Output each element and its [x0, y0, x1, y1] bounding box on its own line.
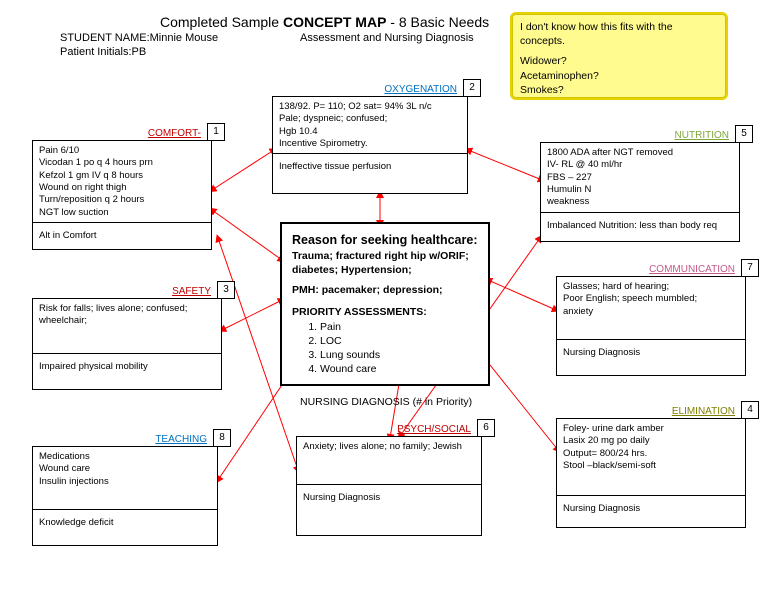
- box-safety: SAFETY 3 Risk for falls; lives alone; co…: [32, 298, 222, 390]
- sticky-note: I don't know how this fits with the conc…: [510, 12, 728, 100]
- heading-oxy: OXYGENATION: [384, 83, 457, 96]
- body-elim: Foley- urine dark amber Lasix 20 mg po d…: [563, 423, 739, 472]
- priority-item: Pain: [320, 320, 478, 334]
- page-title: Completed Sample CONCEPT MAP - 8 Basic N…: [160, 14, 489, 30]
- student-name: STUDENT NAME:Minnie Mouse: [60, 32, 218, 44]
- heading-teach: TEACHING: [155, 433, 207, 446]
- heading-elim: ELIMINATION: [672, 405, 735, 418]
- heading-comm: COMMUNICATION: [649, 263, 735, 276]
- box-communication: COMMUNICATION 7 Glasses; hard of hearing…: [556, 276, 746, 376]
- num-comfort: 1: [207, 123, 225, 141]
- box-nutrition: NUTRITION 5 1800 ADA after NGT removed I…: [540, 142, 740, 242]
- sticky-line: Widower?: [520, 54, 718, 68]
- title-prefix: Completed Sample: [160, 14, 283, 30]
- body-comm: Glasses; hard of hearing; Poor English; …: [563, 281, 739, 318]
- num-safety: 3: [217, 281, 235, 299]
- sticky-line: Smokes?: [520, 83, 718, 97]
- nursing-diagnosis-label: NURSING DIAGNOSIS (# in Priority): [300, 396, 472, 408]
- box-teaching: TEACHING 8 Medications Wound care Insuli…: [32, 446, 218, 546]
- diag-elim: Nursing Diagnosis: [563, 499, 739, 515]
- body-oxy: 138/92. P= 110; O2 sat= 94% 3L n/c Pale;…: [279, 101, 461, 150]
- box-elimination: ELIMINATION 4 Foley- urine dark amber La…: [556, 418, 746, 528]
- diag-psych: Nursing Diagnosis: [303, 488, 475, 504]
- body-comfort: Pain 6/10 Vicodan 1 po q 4 hours prn Kef…: [39, 145, 205, 219]
- num-teach: 8: [213, 429, 231, 447]
- reason-body: Trauma; fractured right hip w/ORIF; diab…: [292, 249, 478, 277]
- heading-safety: SAFETY: [172, 285, 211, 298]
- title-suffix: - 8 Basic Needs: [386, 14, 489, 30]
- diag-teach: Knowledge deficit: [39, 513, 211, 529]
- patient-initials: Patient Initials:PB: [60, 46, 146, 58]
- heading-nutri: NUTRITION: [675, 129, 729, 142]
- body-teach: Medications Wound care Insulin injection…: [39, 451, 211, 488]
- num-nutri: 5: [735, 125, 753, 143]
- box-psych-social: PSYCH/SOCIAL 6 Anxiety; lives alone; no …: [296, 436, 482, 536]
- heading-psych: PSYCH/SOCIAL: [397, 423, 471, 436]
- heading-comfort: COMFORT-: [148, 127, 201, 140]
- num-oxy: 2: [463, 79, 481, 97]
- center-reason-box: Reason for seeking healthcare: Trauma; f…: [280, 222, 490, 386]
- sticky-line: I don't know how this fits with the conc…: [520, 20, 718, 48]
- priority-item: LOC: [320, 334, 478, 348]
- reason-heading: Reason for seeking healthcare:: [292, 232, 478, 249]
- num-comm: 7: [741, 259, 759, 277]
- body-psych: Anxiety; lives alone; no family; Jewish: [303, 441, 475, 453]
- num-psych: 6: [477, 419, 495, 437]
- diag-oxy: Ineffective tissue perfusion: [279, 157, 461, 173]
- priority-item: Wound care: [320, 362, 478, 376]
- priority-heading: PRIORITY ASSESSMENTS:: [292, 305, 478, 319]
- diag-nutri: Imbalanced Nutrition: less than body req: [547, 216, 733, 232]
- diag-safety: Impaired physical mobility: [39, 357, 215, 373]
- body-safety: Risk for falls; lives alone; confused; w…: [39, 303, 215, 328]
- diag-comm: Nursing Diagnosis: [563, 343, 739, 359]
- body-nutri: 1800 ADA after NGT removed IV- RL @ 40 m…: [547, 147, 733, 209]
- title-bold: CONCEPT MAP: [283, 14, 386, 30]
- box-comfort: COMFORT- 1 Pain 6/10 Vicodan 1 po q 4 ho…: [32, 140, 212, 250]
- diag-comfort: Alt in Comfort: [39, 226, 205, 242]
- box-oxygenation: OXYGENATION 2 138/92. P= 110; O2 sat= 94…: [272, 96, 468, 194]
- pmh: PMH: pacemaker; depression;: [292, 283, 478, 297]
- subtitle: Assessment and Nursing Diagnosis: [300, 32, 474, 44]
- sticky-line: Acetaminophen?: [520, 69, 718, 83]
- priority-item: Lung sounds: [320, 348, 478, 362]
- priority-list: Pain LOC Lung sounds Wound care: [320, 320, 478, 377]
- num-elim: 4: [741, 401, 759, 419]
